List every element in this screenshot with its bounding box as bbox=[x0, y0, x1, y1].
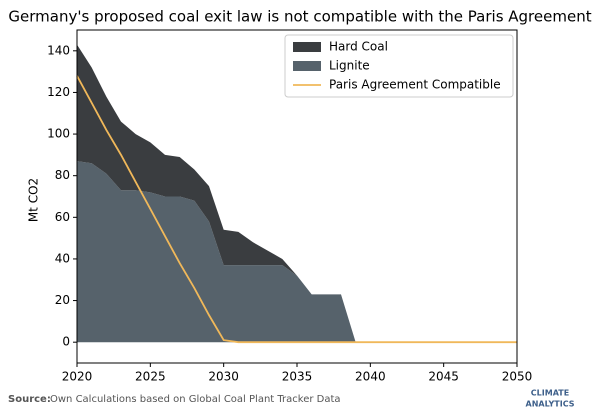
x-tick-label: 2045 bbox=[428, 370, 459, 384]
y-tick-label: 140 bbox=[47, 43, 70, 57]
source-text: Own Calculations based on Global Coal Pl… bbox=[50, 394, 341, 405]
y-tick-label: 120 bbox=[47, 85, 70, 99]
line bbox=[76, 75, 517, 344]
chart-title: Germany's proposed coal exit law is not … bbox=[8, 8, 591, 26]
y-axis-label: Mt CO2 bbox=[27, 178, 41, 222]
x-tick-label: 2025 bbox=[135, 370, 166, 384]
x-tick-label: 2040 bbox=[355, 370, 386, 384]
y-tick-label: 60 bbox=[55, 210, 70, 224]
legend-label: Hard Coal bbox=[329, 40, 388, 54]
logo-text: ANALYTICS bbox=[526, 400, 575, 409]
legend-box bbox=[284, 34, 514, 98]
legend-swatch bbox=[293, 61, 321, 71]
x-tick-label: 2020 bbox=[62, 370, 93, 384]
x-tick-label: 2030 bbox=[208, 370, 239, 384]
y-tick-label: 20 bbox=[55, 293, 70, 307]
x-tick-label: 2050 bbox=[502, 370, 533, 384]
y-tick-label: 80 bbox=[55, 168, 70, 182]
area bbox=[77, 161, 517, 343]
area bbox=[77, 44, 517, 343]
y-tick-label: 100 bbox=[47, 127, 70, 141]
logo-text: CLIMATE bbox=[531, 389, 569, 398]
legend-label: Lignite bbox=[329, 59, 370, 73]
x-tick-label: 2035 bbox=[282, 370, 313, 384]
source-label: Source: bbox=[8, 394, 51, 405]
y-tick-label: 0 bbox=[62, 335, 70, 349]
y-tick-label: 40 bbox=[55, 251, 70, 265]
legend-label: Paris Agreement Compatible bbox=[329, 78, 501, 92]
legend-swatch bbox=[293, 42, 321, 52]
